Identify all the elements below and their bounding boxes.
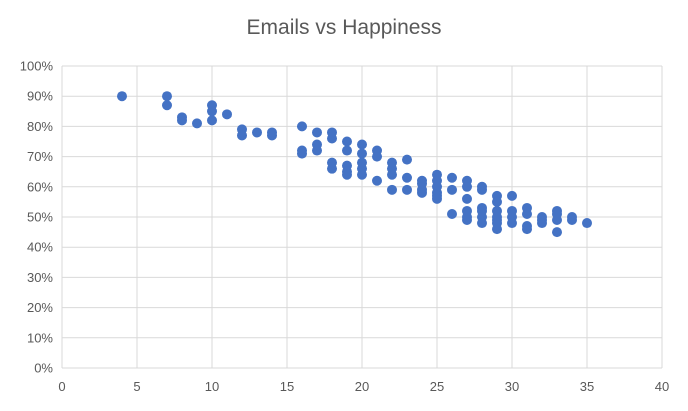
y-tick-label: 0% xyxy=(34,361,53,376)
y-tick-label: 60% xyxy=(27,179,53,194)
data-point xyxy=(417,187,427,198)
y-axis-tick-labels: 0% 10% 20% 30% 40% 50% 60% 70% 80% 90% 100% xyxy=(20,59,54,376)
data-point xyxy=(207,115,217,126)
data-point xyxy=(402,184,412,195)
data-point xyxy=(162,100,172,111)
data-point xyxy=(582,218,592,229)
y-tick-label: 10% xyxy=(27,330,53,345)
y-tick-label: 20% xyxy=(27,300,53,315)
data-point xyxy=(207,106,217,117)
x-tick-label: 15 xyxy=(280,379,294,394)
data-point xyxy=(522,224,532,235)
y-tick-label: 80% xyxy=(27,119,53,134)
y-tick-label: 30% xyxy=(27,270,53,285)
data-point xyxy=(462,215,472,226)
y-tick-label: 90% xyxy=(27,89,53,104)
data-point xyxy=(552,215,562,226)
data-point xyxy=(522,208,532,219)
data-point xyxy=(192,118,202,129)
data-point xyxy=(552,227,562,238)
data-point xyxy=(312,145,322,156)
data-point xyxy=(492,224,502,235)
data-point xyxy=(507,218,517,229)
data-point xyxy=(447,172,457,183)
data-point xyxy=(402,154,412,165)
x-tick-label: 20 xyxy=(355,379,369,394)
data-points xyxy=(117,91,592,238)
data-point xyxy=(387,184,397,195)
data-point xyxy=(492,196,502,207)
data-point xyxy=(267,130,277,141)
data-point xyxy=(537,218,547,229)
data-point xyxy=(447,184,457,195)
x-tick-label: 5 xyxy=(133,379,140,394)
chart-title: Emails vs Happiness xyxy=(247,16,442,39)
data-point xyxy=(372,151,382,162)
x-tick-label: 30 xyxy=(505,379,519,394)
data-point xyxy=(327,163,337,174)
data-point xyxy=(387,169,397,180)
x-tick-label: 35 xyxy=(580,379,594,394)
data-point xyxy=(297,148,307,159)
x-tick-label: 40 xyxy=(655,379,669,394)
x-tick-label: 0 xyxy=(58,379,65,394)
data-point xyxy=(357,148,367,159)
x-axis-tick-labels: 0 5 10 15 20 25 30 35 40 xyxy=(58,379,669,394)
data-point xyxy=(237,130,247,141)
data-point xyxy=(447,208,457,219)
data-point xyxy=(357,139,367,150)
y-tick-label: 100% xyxy=(20,59,54,74)
data-point xyxy=(312,127,322,138)
data-point xyxy=(342,136,352,147)
data-point xyxy=(462,181,472,192)
data-point xyxy=(477,218,487,229)
data-point xyxy=(252,127,262,138)
data-point xyxy=(507,190,517,201)
data-point xyxy=(402,172,412,183)
data-point xyxy=(342,145,352,156)
data-point xyxy=(117,91,127,102)
data-point xyxy=(327,133,337,144)
x-tick-label: 10 xyxy=(205,379,219,394)
y-tick-label: 40% xyxy=(27,240,53,255)
data-point xyxy=(432,193,442,204)
data-point xyxy=(297,121,307,132)
data-point xyxy=(477,184,487,195)
data-point xyxy=(342,169,352,180)
data-point xyxy=(372,175,382,186)
y-tick-label: 70% xyxy=(27,149,53,164)
data-point xyxy=(357,169,367,180)
data-point xyxy=(222,109,232,120)
x-tick-label: 25 xyxy=(430,379,444,394)
data-point xyxy=(162,91,172,102)
data-point xyxy=(462,193,472,204)
data-point xyxy=(567,215,577,226)
data-point xyxy=(177,115,187,126)
y-tick-label: 50% xyxy=(27,210,53,225)
